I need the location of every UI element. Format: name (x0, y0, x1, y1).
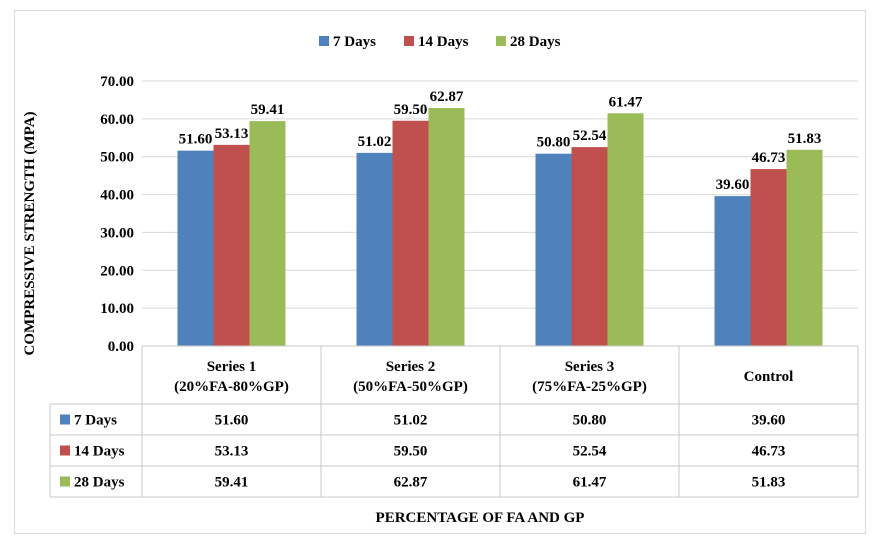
legend-key (319, 36, 329, 46)
data-label: 52.54 (573, 128, 607, 144)
y-tick-label: 50.00 (100, 150, 134, 166)
legend-label: 14 Days (418, 34, 469, 50)
category-label: (20%FA-80%GP) (174, 379, 289, 395)
table-cell-value: 59.50 (394, 444, 428, 460)
x-axis-title: PERCENTAGE OF FA AND GP (376, 510, 585, 526)
data-label: 62.87 (430, 89, 464, 105)
y-tick-label: 20.00 (100, 263, 134, 279)
data-label: 51.60 (179, 132, 213, 148)
table-cell-value: 62.87 (394, 475, 428, 491)
legend-label: 28 Days (510, 34, 561, 50)
bar (428, 107, 465, 346)
bar (177, 150, 214, 346)
table-cell-value: 51.60 (215, 413, 249, 429)
table-cell-value: 51.83 (752, 475, 786, 491)
legend-key (404, 36, 414, 46)
data-label: 51.02 (358, 134, 392, 150)
data-label: 59.41 (251, 102, 285, 118)
table-series-name: 14 Days (74, 444, 125, 460)
y-tick-label: 0.00 (108, 339, 134, 355)
category-label: Series 3 (565, 359, 615, 375)
y-tick-label: 70.00 (100, 74, 134, 90)
data-label: 59.50 (394, 102, 428, 118)
table-cell-value: 53.13 (215, 444, 249, 460)
table-cell-value: 50.80 (573, 413, 607, 429)
bar (571, 147, 608, 346)
y-tick-label: 60.00 (100, 112, 134, 128)
category-label: Series 2 (386, 359, 436, 375)
bar (535, 153, 572, 346)
bar (750, 169, 787, 346)
table-series-name: 7 Days (74, 413, 117, 429)
legend-label: 7 Days (333, 34, 376, 50)
data-label: 39.60 (716, 177, 750, 193)
y-tick-label: 40.00 (100, 188, 134, 204)
y-tick-label: 10.00 (100, 301, 134, 317)
category-label: Control (744, 369, 794, 385)
bar (356, 152, 393, 346)
category-label: (50%FA-50%GP) (353, 379, 468, 395)
table-cell-value: 51.02 (394, 413, 428, 429)
table-cell-value: 39.60 (752, 413, 786, 429)
table-legend-key (60, 476, 70, 487)
bar (607, 113, 644, 346)
data-label: 61.47 (609, 94, 643, 110)
bar (392, 120, 429, 346)
y-axis-title: COMPRESSIVE STRENGTH (MPA) (22, 112, 38, 356)
bar (714, 196, 751, 346)
data-label: 53.13 (215, 126, 249, 142)
category-label: (75%FA-25%GP) (532, 379, 647, 395)
y-tick-label: 30.00 (100, 225, 134, 241)
table-series-name: 28 Days (74, 475, 125, 491)
table-cell-value: 61.47 (573, 475, 607, 491)
data-label: 46.73 (752, 150, 786, 166)
category-label: Series 1 (207, 359, 257, 375)
legend-key (496, 36, 506, 46)
bar (786, 149, 823, 346)
table-legend-key (60, 445, 70, 456)
bar (213, 144, 250, 346)
table-legend-key (60, 414, 70, 425)
table-cell-value: 59.41 (215, 475, 249, 491)
table-cell-value: 46.73 (752, 444, 786, 460)
table-cell-value: 52.54 (573, 444, 607, 460)
data-label: 50.80 (537, 135, 571, 151)
bar (249, 121, 286, 346)
data-label: 51.83 (788, 131, 822, 147)
